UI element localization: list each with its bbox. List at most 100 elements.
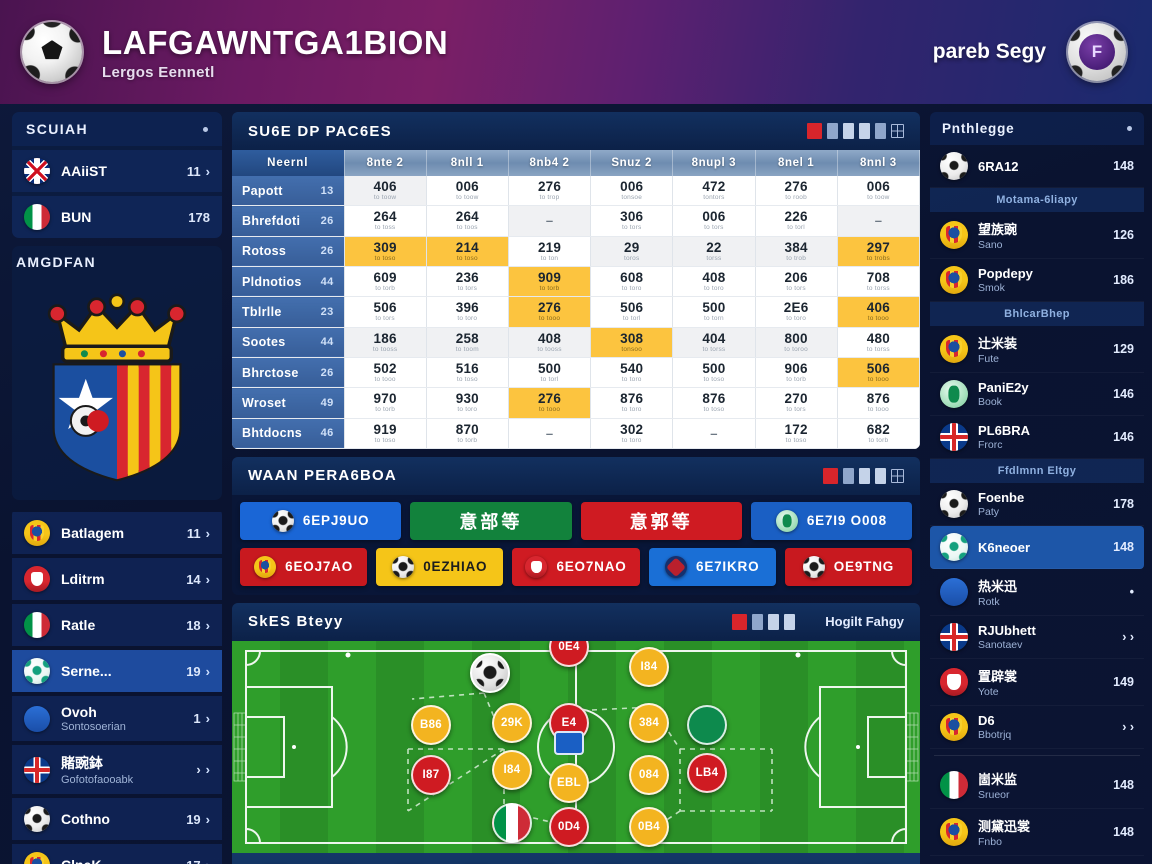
table-row[interactable]: Wroset 49 970 to torb 930 to toro 276 to tooo 87… — [232, 387, 920, 419]
stats-col-header-1[interactable]: 8nte 2 — [344, 150, 427, 176]
soccer-ball-icon — [940, 152, 968, 180]
legend-chip-4[interactable] — [875, 123, 886, 139]
grid-view-icon[interactable] — [891, 468, 904, 483]
action-button-1-0[interactable]: 6EPJ9UO — [240, 501, 402, 540]
pitch-player-marker-4[interactable]: I84 — [492, 749, 532, 790]
pitch-player-marker-10[interactable]: I84 — [629, 646, 669, 687]
action-button-2-0[interactable]: 6EOJ7AO — [240, 547, 368, 586]
legend-chip-1[interactable] — [827, 123, 838, 139]
right-item-sub: Fute — [978, 353, 1000, 365]
right-list-item-16[interactable]: 崮米监 Srueor 148 — [930, 762, 1144, 809]
pitch-player-marker-0[interactable]: B86 — [411, 704, 451, 745]
stats-col-header-3[interactable]: 8nb4 2 — [508, 150, 592, 176]
legend-chip-1[interactable] — [843, 467, 854, 484]
action-button-2-4[interactable]: OE9TNG — [784, 547, 913, 586]
pitch-player-marker-15[interactable]: LB4 — [687, 752, 727, 793]
pitch-player-marker-12[interactable]: 084 — [629, 754, 669, 795]
legend-chip-2[interactable] — [843, 123, 854, 139]
stats-col-header-5[interactable]: 8nupl 3 — [672, 150, 756, 176]
action-button-1-1[interactable]: 意部等 — [410, 501, 572, 540]
user-crest-icon[interactable]: F — [1068, 23, 1126, 81]
cell-value: 876 — [866, 391, 890, 407]
legend-chip-red[interactable] — [823, 467, 838, 484]
table-row[interactable]: Bhtdocns 46 919 to toso 870 to torb –302 to tor… — [232, 418, 920, 449]
table-row[interactable]: Bhrctose 26 502 to tooo 516 to toso 500 to torl… — [232, 357, 920, 389]
table-row[interactable]: Pldnotios 44 609 to torb 236 to tors 909 to tor… — [232, 266, 920, 298]
cell-value: 219 — [537, 239, 562, 255]
legend-chip-1[interactable] — [752, 613, 764, 630]
pitch-player-marker-2[interactable] — [470, 652, 510, 693]
legend-chip-3[interactable] — [784, 613, 796, 630]
pitch-player-marker-5[interactable] — [492, 802, 532, 843]
stats-col-header-6[interactable]: 8nel 1 — [755, 150, 838, 176]
action-button-1-3[interactable]: 6E7I9 O008 — [750, 501, 912, 540]
pitch-player-marker-13[interactable]: 0B4 — [629, 806, 669, 847]
sidebar-list-item-1[interactable]: Lditrm 14 › — [12, 558, 222, 600]
grid-view-icon[interactable] — [891, 124, 904, 138]
sidebar-list-item-5[interactable]: 賭豌鉢 Gofotofaooabk › › — [12, 745, 222, 794]
right-list-item-10[interactable]: K6neoer 148 — [930, 526, 1144, 569]
cell-value: 297 — [866, 239, 890, 255]
pitch-player-marker-3[interactable]: 29K — [492, 702, 532, 743]
menu-dot-icon[interactable] — [1127, 126, 1132, 131]
action-button-2-3[interactable]: 6E7IKRO — [648, 547, 776, 586]
right-list-item-2[interactable]: 望族豌 Sano 126 — [930, 212, 1144, 259]
pitch-player-marker-7[interactable]: E4 — [549, 702, 589, 743]
pitch-field[interactable]: B86 I87 29K I84 0E4 E4 EBL 0D4 I84 384 084 0B4 LB4 — [232, 640, 920, 853]
cell-subtext: tonsoe — [621, 194, 643, 202]
table-row[interactable]: Rotoss 26 309 to toso 214 to toso 219 to ton 29 t… — [232, 236, 920, 267]
right-list-item-5[interactable]: 辻米装 Fute 129 — [930, 326, 1144, 373]
right-list-item-17[interactable]: 测黛迅裳 Fnbo 148 — [930, 809, 1144, 856]
right-list-item-0[interactable]: 6RA12 148 — [930, 145, 1144, 188]
pitch-player-label: I84 — [640, 660, 658, 673]
sidebar-list-item-7[interactable]: ClneK 17 › — [12, 844, 222, 864]
table-row[interactable]: Sootes 44 186 to tooss 258 to toom 408 to tooss… — [232, 327, 920, 358]
table-cell: 609 to torb — [344, 266, 427, 298]
stats-col-header-7[interactable]: 8nnl 3 — [837, 150, 920, 176]
sidebar-item-1[interactable]: BUN 178 — [12, 196, 222, 238]
legend-chip-red[interactable] — [732, 613, 748, 630]
page-title: LAFGAWNTGA1BION — [102, 23, 449, 61]
pitch-player-marker-1[interactable]: I87 — [411, 754, 451, 795]
table-cell: 302 to toro — [590, 418, 674, 449]
sidebar-list-item-3[interactable]: Serne... 19 › — [12, 650, 222, 692]
action-button-2-1[interactable]: 0EZHIAO — [376, 547, 504, 586]
legend-chip-2[interactable] — [768, 613, 780, 630]
right-list-item-3[interactable]: Popdepy Smok 186 — [930, 259, 1144, 302]
right-list-item-14[interactable]: D6 Bbotrjq › › — [930, 706, 1144, 749]
stats-col-header-2[interactable]: 8nll 1 — [426, 150, 509, 176]
sidebar-item-text: Serne... — [61, 663, 175, 679]
sidebar-list-item-0[interactable]: Batlagem 11 › — [12, 512, 222, 554]
table-cell: 500 to torl — [508, 357, 592, 389]
stats-col-header-4[interactable]: Snuz 2 — [590, 150, 674, 176]
right-list-item-13[interactable]: 置辟裳 Yote 149 — [930, 659, 1144, 706]
sidebar-list-item-2[interactable]: Ratle 18 › — [12, 604, 222, 646]
legend-chip-2[interactable] — [859, 467, 870, 484]
stats-col-header-0[interactable]: Neernl — [232, 150, 345, 176]
table-cell: 800 to toroo — [755, 327, 838, 358]
action-button-2-2[interactable]: 6EO7NAO — [512, 547, 640, 586]
legend-chip-3[interactable] — [875, 467, 886, 484]
sidebar-item-0[interactable]: AAiiST 11 › — [12, 150, 222, 192]
legend-chip-red[interactable] — [807, 123, 822, 139]
table-cell: 506 to torl — [590, 296, 674, 328]
sidebar-list-item-4[interactable]: Ovoh Sontosoerian 1 › — [12, 696, 222, 741]
pitch-player-marker-8[interactable]: EBL — [549, 762, 589, 803]
pitch-player-marker-9[interactable]: 0D4 — [549, 806, 589, 847]
pitch-player-marker-14[interactable] — [687, 704, 727, 745]
sidebar-list-item-6[interactable]: Cothno 19 › — [12, 798, 222, 840]
table-row[interactable]: Bhrefdoti 26 264 to toss 264 to toos –306 to to… — [232, 205, 920, 237]
legend-chip-3[interactable] — [859, 123, 870, 139]
table-row[interactable]: Tblrlle 23 506 to tors 396 to toro 276 to tooo 5… — [232, 296, 920, 328]
right-list-item-12[interactable]: RJUbhett Sanotaev › › — [930, 616, 1144, 659]
right-list-item-6[interactable]: PaniE2y Book 146 — [930, 373, 1144, 416]
action-button-1-2[interactable]: 意郭等 — [580, 501, 742, 540]
right-list-item-11[interactable]: 热米迅 Rotk • — [930, 569, 1144, 616]
table-row[interactable]: Papott 13 406 to toow 006 to toow 276 to trop 00… — [232, 176, 920, 207]
pitch-player-marker-11[interactable]: 384 — [629, 702, 669, 743]
right-list-item-9[interactable]: Foenbe Paty 178 — [930, 483, 1144, 526]
right-list-item-7[interactable]: PL6BRA Frorc 146 — [930, 416, 1144, 459]
menu-dot-icon[interactable] — [203, 126, 208, 132]
actions-row-2: 6EOJ7AO 0EZHIAO 6EO7NAO 6E7IKRO OE9TNG — [240, 547, 913, 586]
right-item-sub: Smok — [978, 282, 1005, 294]
